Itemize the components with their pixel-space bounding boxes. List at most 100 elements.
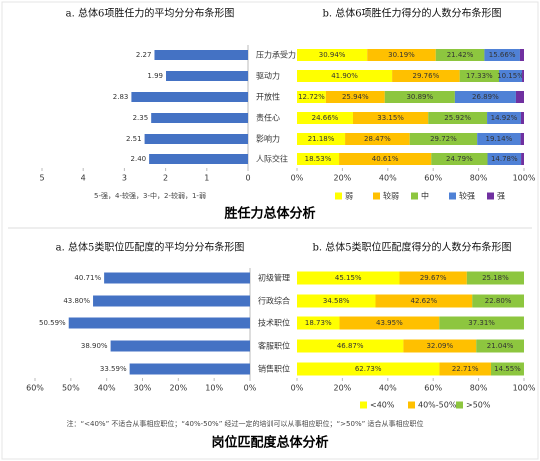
category-label: 责任心 bbox=[256, 113, 280, 123]
legend-swatch bbox=[487, 192, 494, 200]
bar bbox=[68, 317, 250, 329]
value-label: 33.15% bbox=[377, 114, 404, 122]
bar-segment bbox=[487, 112, 521, 124]
chart-title: b. 总体6项胜任力得分的人数分布条形图 bbox=[322, 7, 501, 20]
x-tick-label: 0% bbox=[244, 384, 257, 393]
value-label: 14.78% bbox=[491, 155, 518, 163]
legend-label: 中 bbox=[421, 191, 429, 201]
chart-title: b. 总体5类职位匹配度得分的人数分布条形图 bbox=[312, 241, 511, 254]
category-label: 压力承受力 bbox=[256, 50, 296, 60]
x-tick-label: 60% bbox=[424, 384, 442, 393]
bar-segment bbox=[522, 70, 524, 82]
x-tick-label: 40% bbox=[379, 174, 397, 183]
section-title: 胜任力总体分析 bbox=[224, 206, 315, 222]
x-tick-label: 20% bbox=[334, 384, 352, 393]
bar-segment bbox=[515, 91, 524, 103]
category-label: 技术职位 bbox=[258, 318, 290, 328]
value-label: 21.42% bbox=[447, 51, 474, 59]
bar-segment bbox=[484, 49, 520, 61]
bar-segment bbox=[520, 133, 524, 145]
bar-segment bbox=[399, 271, 467, 285]
bar bbox=[154, 50, 248, 60]
x-tick-label: 20% bbox=[334, 174, 352, 183]
chart-title: a. 总体5类职位匹配度的平均分分布条形图 bbox=[56, 241, 245, 254]
bar-segment bbox=[477, 133, 521, 145]
bar-segment bbox=[454, 91, 516, 103]
x-tick-label: 40% bbox=[379, 384, 397, 393]
bar-segment bbox=[367, 49, 436, 61]
value-label: 2.35 bbox=[133, 114, 149, 122]
value-label: 30.94% bbox=[319, 51, 346, 59]
x-tick-label: 1 bbox=[204, 174, 209, 183]
value-label: 18.73% bbox=[305, 319, 332, 327]
x-tick-label: 80% bbox=[470, 384, 488, 393]
bar-segment bbox=[392, 70, 460, 82]
value-label: 25.18% bbox=[482, 274, 509, 282]
value-label: 43.95% bbox=[376, 319, 403, 327]
x-tick-label: 0% bbox=[291, 174, 304, 183]
bar bbox=[104, 272, 250, 284]
bar-segment bbox=[409, 133, 478, 145]
category-label: 客服职位 bbox=[258, 341, 290, 351]
value-label: 50.59% bbox=[39, 319, 66, 327]
value-label: 18.53% bbox=[305, 155, 332, 163]
x-tick-label: 60% bbox=[424, 174, 442, 183]
bar-segment bbox=[352, 112, 429, 124]
category-label: 销售职位 bbox=[258, 364, 290, 374]
category-label: 驱动力 bbox=[256, 71, 280, 81]
value-label: 19.14% bbox=[486, 135, 513, 143]
x-tick-label: 10% bbox=[205, 384, 223, 393]
bar-segment bbox=[297, 133, 346, 145]
bar bbox=[144, 134, 248, 144]
x-tick-label: 2 bbox=[163, 174, 168, 183]
chart-title: a. 总体6项胜任力的平均分分布条形图 bbox=[66, 7, 235, 20]
value-label: 45.15% bbox=[335, 274, 362, 282]
value-label: 30.89% bbox=[406, 93, 433, 101]
bar bbox=[93, 295, 250, 307]
x-tick-label: 0% bbox=[291, 384, 304, 393]
legend-swatch bbox=[408, 401, 415, 409]
category-label: 行政综合 bbox=[258, 296, 290, 306]
legend-label: 强 bbox=[497, 192, 505, 201]
x-tick-label: 50% bbox=[62, 384, 80, 393]
bar-segment bbox=[297, 153, 340, 165]
category-label: 人际交往 bbox=[256, 154, 288, 164]
bar-segment bbox=[339, 316, 440, 330]
bar bbox=[151, 113, 248, 123]
bar-segment bbox=[428, 112, 488, 124]
value-label: 46.87% bbox=[337, 342, 364, 350]
legend-swatch bbox=[373, 192, 380, 200]
bar bbox=[131, 92, 248, 102]
value-label: 29.76% bbox=[413, 72, 440, 80]
value-label: 26.89% bbox=[472, 93, 499, 101]
value-label: 22.71% bbox=[452, 365, 479, 373]
section-title: 岗位匹配度总体分析 bbox=[211, 435, 328, 451]
x-tick-label: 40% bbox=[98, 384, 116, 393]
bar-segment bbox=[297, 339, 404, 353]
value-label: 38.90% bbox=[81, 342, 108, 350]
value-label: 34.58% bbox=[323, 297, 350, 305]
chart-note: 5-强，4-较强，3-中，2-较弱，1-弱 bbox=[94, 191, 206, 200]
legend-swatch bbox=[449, 192, 456, 200]
bar-segment bbox=[297, 49, 368, 61]
x-tick-label: 80% bbox=[470, 174, 488, 183]
value-label: 2.83 bbox=[113, 93, 129, 101]
bar-segment bbox=[466, 271, 524, 285]
x-tick-label: 100% bbox=[513, 384, 536, 393]
x-tick-label: 20% bbox=[169, 384, 187, 393]
value-label: 32.09% bbox=[426, 342, 453, 350]
bar-segment bbox=[375, 294, 473, 308]
bar-segment bbox=[403, 339, 477, 353]
legend-swatch bbox=[456, 401, 463, 409]
bar-segment bbox=[297, 362, 440, 376]
bar-segment bbox=[325, 91, 385, 103]
legend-swatch bbox=[411, 192, 418, 200]
legend-label: >50% bbox=[466, 401, 491, 410]
bar-segment bbox=[439, 362, 491, 376]
bar bbox=[149, 154, 248, 164]
legend-label: 弱 bbox=[345, 192, 353, 201]
legend-label: 40%-50% bbox=[418, 401, 457, 410]
bar-segment bbox=[521, 153, 524, 165]
value-label: 37.31% bbox=[468, 319, 495, 327]
